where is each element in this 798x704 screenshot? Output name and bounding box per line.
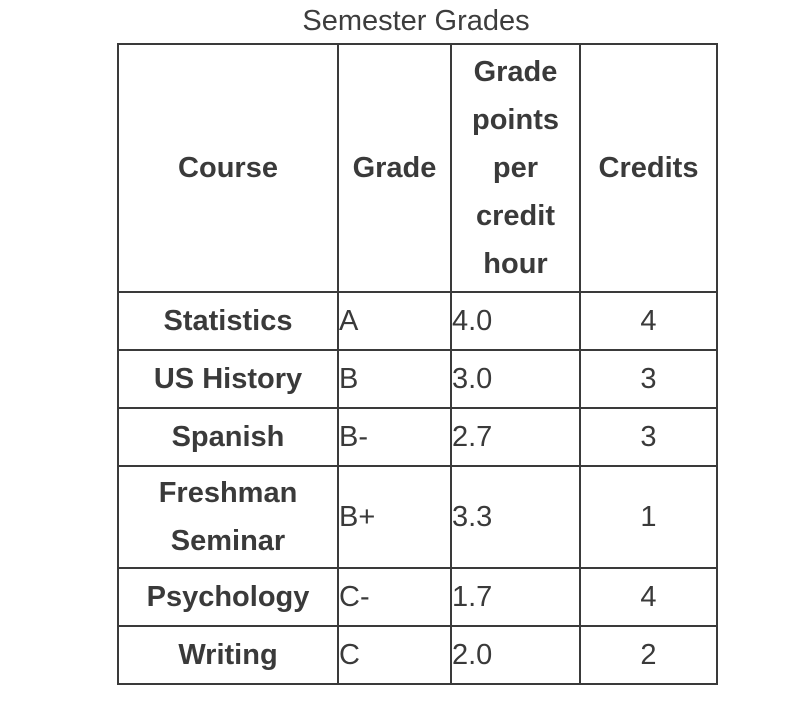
course-cell: Writing — [117, 625, 339, 685]
header-grade: Grade — [337, 43, 452, 293]
course-cell: US History — [117, 349, 339, 409]
course-cell: Statistics — [117, 291, 339, 351]
table-row: US History B 3.0 3 — [117, 349, 718, 409]
grade-points-cell: 2.7 — [450, 407, 581, 467]
course-cell: Freshman Seminar — [117, 465, 339, 569]
grade-cell: B+ — [337, 465, 452, 569]
credits-cell: 4 — [579, 291, 718, 351]
table-row: Statistics A 4.0 4 — [117, 291, 718, 351]
table-row: Freshman Seminar B+ 3.3 1 — [117, 465, 718, 569]
grade-points-cell: 3.3 — [450, 465, 581, 569]
grade-points-cell: 4.0 — [450, 291, 581, 351]
header-grade-points: Grade points per credit hour — [450, 43, 581, 293]
grade-cell: C- — [337, 567, 452, 627]
credits-cell: 2 — [579, 625, 718, 685]
header-course: Course — [117, 43, 339, 293]
grade-points-cell: 3.0 — [450, 349, 581, 409]
grade-points-cell: 1.7 — [450, 567, 581, 627]
header-credits: Credits — [579, 43, 718, 293]
grade-points-cell: 2.0 — [450, 625, 581, 685]
grades-table: Course Grade Grade points per credit hou… — [117, 43, 718, 685]
table-row: Spanish B- 2.7 3 — [117, 407, 718, 467]
course-cell: Psychology — [117, 567, 339, 627]
credits-cell: 4 — [579, 567, 718, 627]
grade-cell: C — [337, 625, 452, 685]
credits-cell: 3 — [579, 349, 718, 409]
header-row: Course Grade Grade points per credit hou… — [117, 43, 718, 293]
table-row: Psychology C- 1.7 4 — [117, 567, 718, 627]
credits-cell: 3 — [579, 407, 718, 467]
grade-cell: B- — [337, 407, 452, 467]
table-caption: Semester Grades — [302, 5, 530, 37]
table-row: Writing C 2.0 2 — [117, 625, 718, 685]
credits-cell: 1 — [579, 465, 718, 569]
grade-cell: A — [337, 291, 452, 351]
grade-cell: B — [337, 349, 452, 409]
course-cell: Spanish — [117, 407, 339, 467]
